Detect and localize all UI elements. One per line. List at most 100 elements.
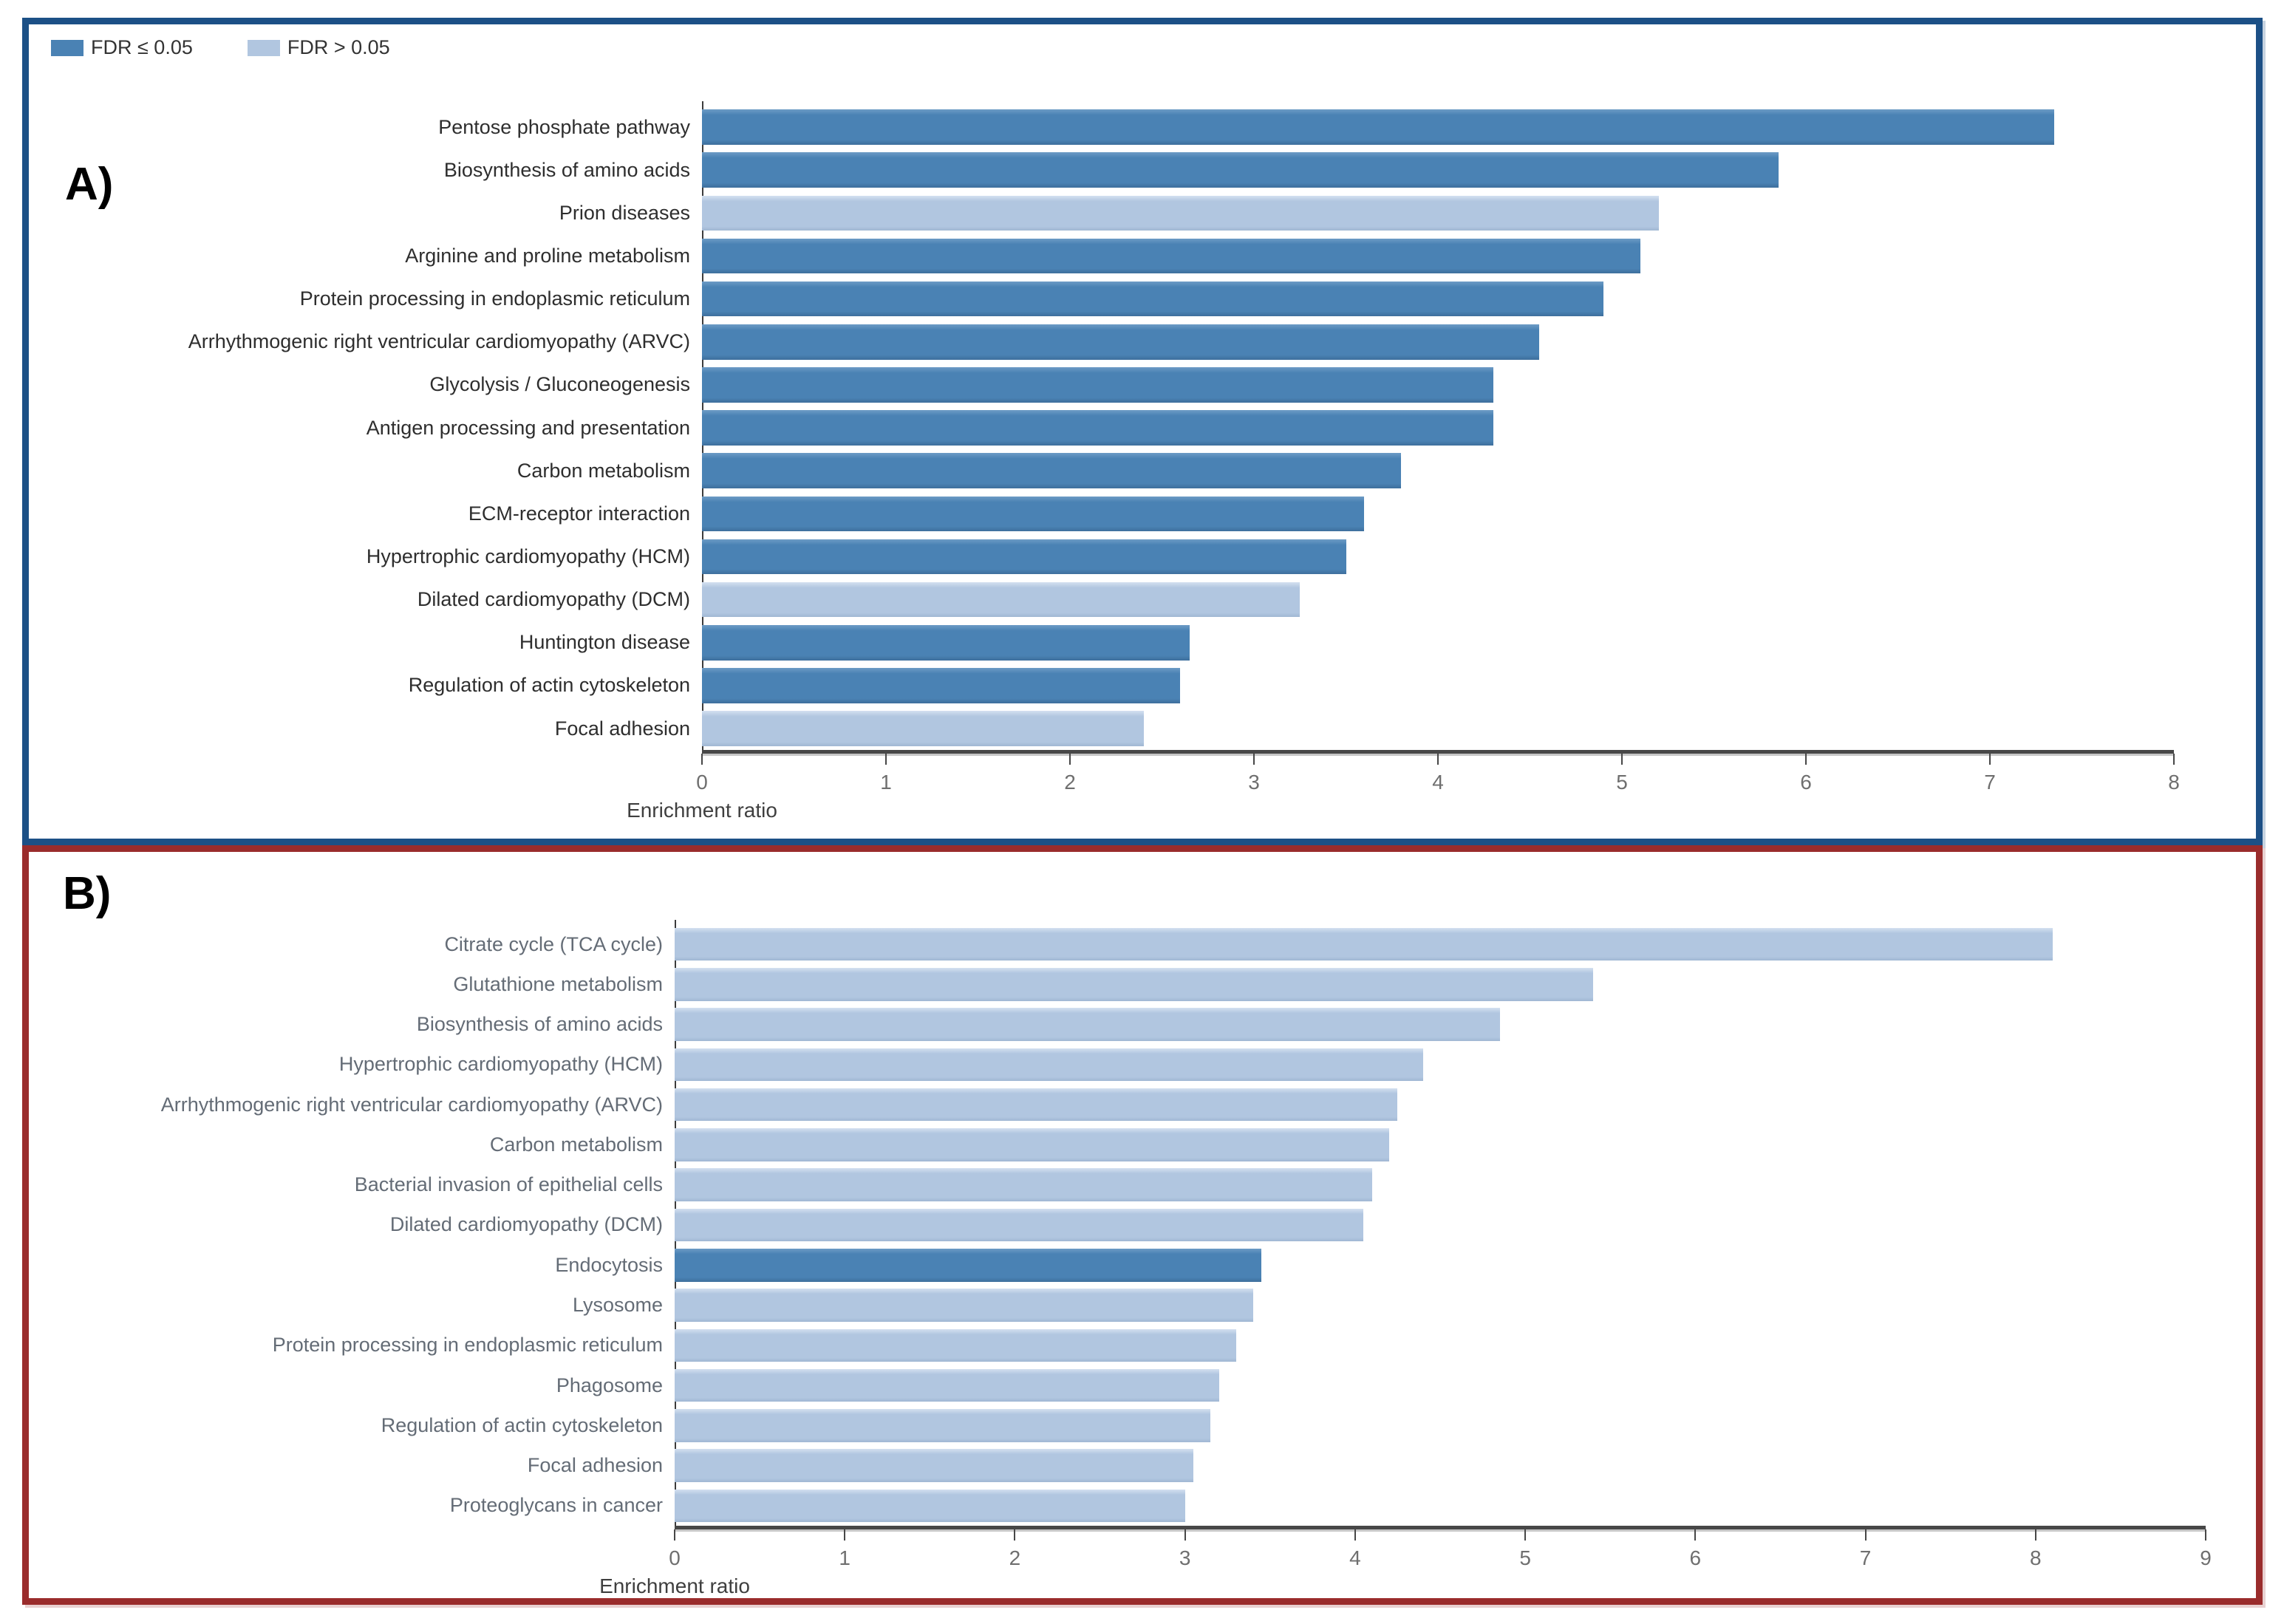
legend-swatch-not-significant-icon bbox=[247, 39, 280, 56]
x-axis-title: Enrichment ratio bbox=[627, 799, 777, 822]
panel-a-letter: A) bbox=[65, 159, 114, 210]
bar-row: Citrate cycle (TCA cycle) bbox=[29, 924, 2206, 964]
bar-row: Arrhythmogenic right ventricular cardiom… bbox=[29, 1085, 2206, 1125]
axis-tick-label: 9 bbox=[2200, 1546, 2212, 1569]
bar-row: Protein processing in endoplasmic reticu… bbox=[29, 278, 2174, 321]
bar bbox=[675, 1409, 1211, 1442]
pathway-label: Regulation of actin cytoskeleton bbox=[408, 674, 690, 697]
pathway-label: Pentose phosphate pathway bbox=[438, 115, 690, 138]
axis-tick-label: 8 bbox=[2168, 771, 2180, 794]
legend-item-not-significant: FDR > 0.05 bbox=[247, 36, 390, 59]
bar-track bbox=[675, 1489, 2206, 1523]
axis-tick bbox=[2034, 1529, 2036, 1541]
bar bbox=[675, 1008, 1500, 1041]
bar-track bbox=[702, 367, 2174, 403]
axis-tick-label: 2 bbox=[1009, 1546, 1021, 1569]
pathway-label: Biosynthesis of amino acids bbox=[416, 1013, 663, 1036]
bar-row: Dilated cardiomyopathy (DCM) bbox=[29, 579, 2174, 621]
bar bbox=[702, 109, 2055, 145]
bar-track bbox=[675, 1409, 2206, 1442]
bar-track bbox=[702, 624, 2174, 661]
pathway-label: Arginine and proline metabolism bbox=[405, 244, 690, 267]
axis-tick bbox=[844, 1529, 846, 1541]
bar bbox=[702, 281, 1604, 317]
bar-row: Carbon metabolism bbox=[29, 1125, 2206, 1164]
axis-tick-label: 5 bbox=[1519, 1546, 1531, 1569]
axis-tick bbox=[674, 1529, 675, 1541]
pathway-label: Hypertrophic cardiomyopathy (HCM) bbox=[338, 1053, 663, 1076]
legend-label-not-significant: FDR > 0.05 bbox=[287, 36, 390, 58]
axis-tick bbox=[1621, 754, 1623, 765]
axis-tick-label: 7 bbox=[1859, 1546, 1872, 1569]
axis-tick-label: 6 bbox=[1689, 1546, 1702, 1569]
bar bbox=[675, 1328, 1236, 1362]
axis-tick bbox=[1805, 754, 1807, 765]
axis-tick bbox=[1069, 754, 1071, 765]
bar-track bbox=[675, 927, 2206, 961]
bar bbox=[675, 968, 1594, 1001]
bar-track bbox=[675, 1048, 2206, 1082]
bar-row: Focal adhesion bbox=[29, 1445, 2206, 1485]
bar-track bbox=[702, 711, 2174, 746]
chart-b: Citrate cycle (TCA cycle) Glutathione me… bbox=[29, 852, 2256, 1598]
bar-track bbox=[675, 968, 2206, 1001]
bar-row: Glycolysis / Gluconeogenesis bbox=[29, 364, 2174, 406]
bar-row: Arginine and proline metabolism bbox=[29, 234, 2174, 277]
bar-track bbox=[675, 1208, 2206, 1242]
bar-track bbox=[702, 410, 2174, 446]
bar bbox=[702, 367, 1493, 403]
panel-b-letter: B) bbox=[63, 868, 112, 919]
bar-track bbox=[675, 1449, 2206, 1482]
chart-a: Pentose phosphate pathway Biosynthesis o… bbox=[29, 24, 2256, 839]
bar bbox=[675, 1449, 1194, 1482]
bar bbox=[702, 624, 1190, 661]
bar-row: Biosynthesis of amino acids bbox=[29, 149, 2174, 191]
axis-tick bbox=[1694, 1529, 1697, 1541]
bar bbox=[675, 1168, 1372, 1201]
axis-tick-label: 0 bbox=[669, 1546, 681, 1569]
bar-row: Glutathione metabolism bbox=[29, 964, 2206, 1004]
pathway-label: Arrhythmogenic right ventricular cardiom… bbox=[188, 330, 690, 353]
bar bbox=[702, 581, 1300, 618]
bar bbox=[675, 1368, 1219, 1402]
axis-tick-label: 8 bbox=[2029, 1546, 2042, 1569]
bar-track bbox=[702, 324, 2174, 360]
bar-row: Hypertrophic cardiomyopathy (HCM) bbox=[29, 1045, 2206, 1085]
pathway-label: ECM-receptor interaction bbox=[468, 502, 690, 525]
bar bbox=[702, 152, 1779, 188]
bar-track bbox=[702, 109, 2174, 145]
axis-tick bbox=[701, 754, 703, 765]
axis-tick-label: 7 bbox=[1984, 771, 1996, 794]
axis-tick bbox=[1253, 754, 1255, 765]
axis-tick-label: 4 bbox=[1432, 771, 1444, 794]
bar-row: Regulation of actin cytoskeleton bbox=[29, 664, 2174, 707]
x-axis-line bbox=[702, 750, 2174, 754]
bar bbox=[702, 324, 1539, 360]
pathway-label: Carbon metabolism bbox=[489, 1133, 663, 1156]
axis-tick bbox=[2173, 754, 2175, 765]
axis-tick bbox=[1864, 1529, 1867, 1541]
bar bbox=[675, 1289, 1253, 1322]
axis-tick-label: 2 bbox=[1064, 771, 1076, 794]
bar-track bbox=[675, 1168, 2206, 1201]
pathway-label: Prion diseases bbox=[559, 201, 690, 224]
bar bbox=[702, 195, 1659, 231]
pathway-label: Focal adhesion bbox=[527, 1454, 663, 1477]
bar-track bbox=[702, 281, 2174, 317]
bar-track bbox=[702, 152, 2174, 188]
bar-row: Pentose phosphate pathway bbox=[29, 106, 2174, 149]
pathway-label: Protein processing in endoplasmic reticu… bbox=[272, 1334, 663, 1357]
axis-tick bbox=[1437, 754, 1439, 765]
pathway-label: Biosynthesis of amino acids bbox=[443, 158, 690, 181]
bar bbox=[675, 1489, 1185, 1523]
pathway-label: Huntington disease bbox=[519, 631, 690, 654]
axis-tick bbox=[1354, 1529, 1356, 1541]
bar-row: Lysosome bbox=[29, 1285, 2206, 1325]
bar-row: Antigen processing and presentation bbox=[29, 406, 2174, 449]
pathway-label: Proteoglycans in cancer bbox=[449, 1494, 663, 1517]
bar bbox=[702, 668, 1181, 703]
bar-row: Regulation of actin cytoskeleton bbox=[29, 1405, 2206, 1445]
axis-tick-label: 4 bbox=[1349, 1546, 1361, 1569]
bar-row: Carbon metabolism bbox=[29, 449, 2174, 492]
x-axis-line bbox=[675, 1526, 2206, 1529]
